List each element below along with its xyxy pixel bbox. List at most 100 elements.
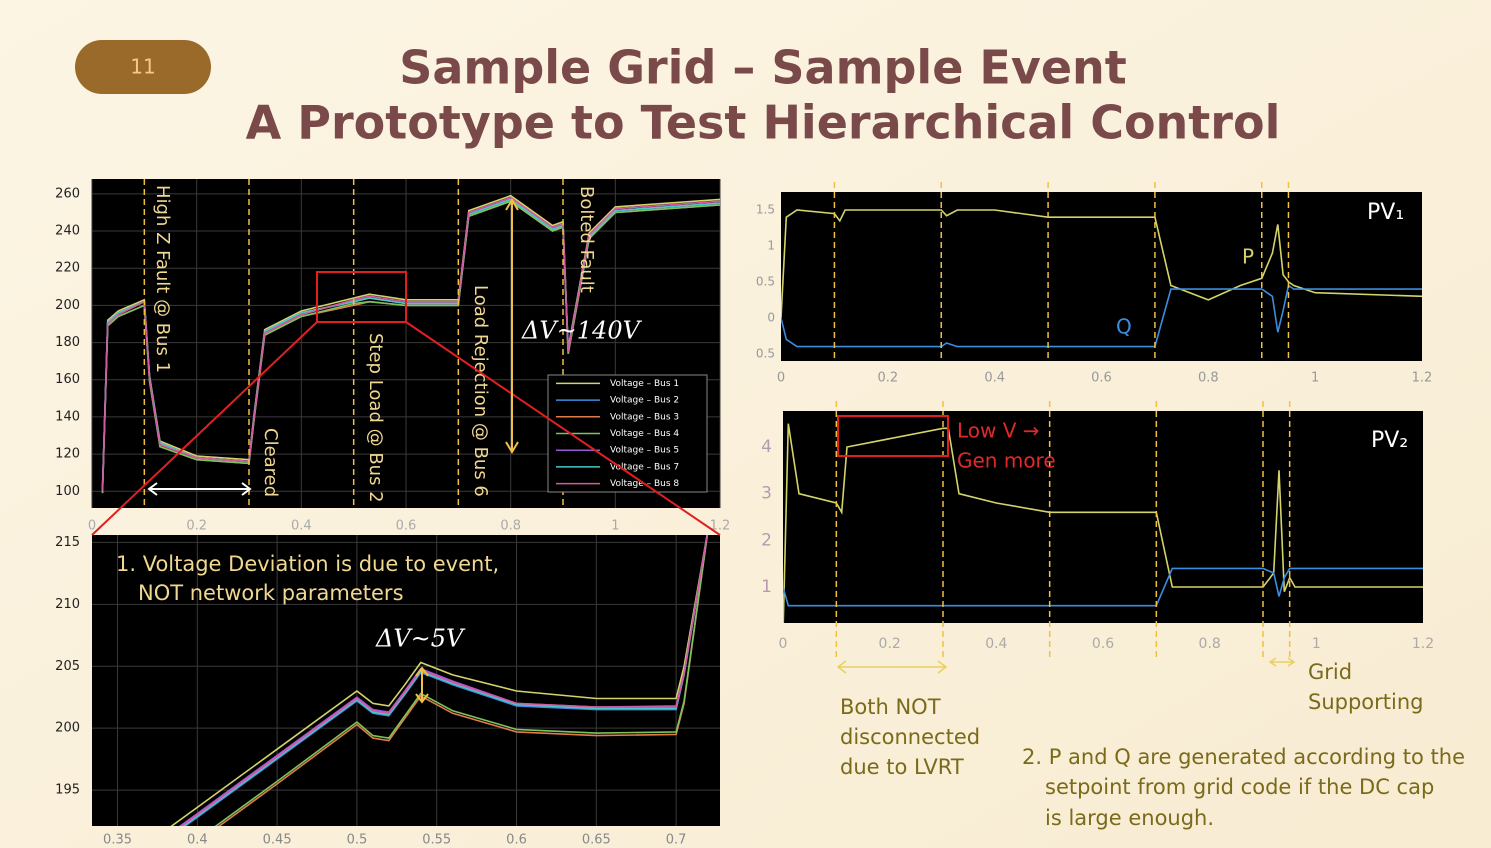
chart-voltage: 100 120 140 160 180 200 220 240 260 0 0.2 0.4 0.6 0.8… bbox=[55, 179, 730, 534]
y-tick-label: 0.5 bbox=[756, 346, 775, 360]
arrow bbox=[836, 660, 948, 674]
chart-pv2: 1 2 3 4 0 0.2 0.4 0.6 0.8 1 1.2 PV₂ Low V → Gen more B… bbox=[761, 401, 1434, 779]
x-tick-label: 0.5 bbox=[347, 833, 368, 848]
x-tick-label: 0.4 bbox=[984, 371, 1005, 386]
annotation: Bolted Fault bbox=[576, 186, 597, 293]
y-tick-label: 0 bbox=[767, 310, 775, 324]
zoom-box bbox=[316, 271, 407, 323]
x-tick-label: 0.6 bbox=[506, 833, 527, 848]
slide-subtitle: A Prototype to Test Hierarchical Control bbox=[246, 96, 1281, 150]
y-tick-label: 3 bbox=[761, 484, 772, 504]
series-line bbox=[180, 535, 708, 826]
y-tick-label: 200 bbox=[55, 721, 80, 736]
annotation: Cleared bbox=[260, 428, 281, 497]
y-tick-label: 180 bbox=[55, 335, 80, 350]
y-tick-label: 0.5 bbox=[756, 274, 775, 288]
series-label: P bbox=[1242, 245, 1254, 269]
x-tick-label: 0.65 bbox=[582, 833, 611, 848]
annotation: Supporting bbox=[1308, 690, 1424, 714]
legend-label: Voltage – Bus 7 bbox=[610, 462, 679, 472]
x-tick-label: 1 bbox=[1312, 636, 1321, 652]
note-line: is large enough. bbox=[1045, 806, 1214, 830]
series-line bbox=[783, 423, 1423, 623]
x-tick-label: 0.6 bbox=[1092, 636, 1114, 652]
plot-area bbox=[92, 535, 720, 826]
arrow bbox=[505, 198, 519, 454]
note-line: setpoint from grid code if the DC cap bbox=[1045, 775, 1434, 799]
arrow bbox=[147, 482, 252, 496]
y-tick-label: 140 bbox=[55, 409, 80, 424]
x-tick-label: 1 bbox=[611, 519, 619, 534]
y-tick-label: 260 bbox=[55, 186, 80, 201]
overlay bbox=[91, 198, 1296, 704]
y-tick-label: 200 bbox=[55, 298, 80, 313]
chart-title: PV₂ bbox=[1371, 428, 1408, 453]
plot-area bbox=[781, 192, 1422, 361]
x-tick-label: 0 bbox=[779, 636, 788, 652]
series-line bbox=[781, 284, 1422, 348]
y-tick-label: 1.5 bbox=[756, 202, 775, 216]
x-tick-label: 0.7 bbox=[666, 833, 687, 848]
x-tick-label: 0.4 bbox=[291, 519, 312, 534]
annotation: 1. Voltage Deviation is due to event, bbox=[116, 552, 499, 576]
x-tick-label: 1.2 bbox=[710, 519, 731, 534]
x-tick-label: 0.4 bbox=[985, 636, 1007, 652]
annotation: Both NOT bbox=[840, 695, 941, 719]
y-tick-label: 240 bbox=[55, 224, 80, 239]
y-tick-label: 215 bbox=[55, 535, 80, 550]
y-tick-label: 210 bbox=[55, 597, 80, 612]
legend-label: Voltage – Bus 3 bbox=[610, 412, 679, 422]
y-tick-label: 100 bbox=[55, 484, 80, 499]
annotation: Step Load @ Bus 2 bbox=[365, 333, 386, 503]
x-tick-label: 0 bbox=[777, 371, 785, 386]
x-tick-label: 0 bbox=[88, 519, 96, 534]
x-tick-label: 0.6 bbox=[396, 519, 417, 534]
plot-area bbox=[783, 411, 1423, 623]
series-group bbox=[783, 423, 1423, 623]
x-tick-label: 1.2 bbox=[1412, 371, 1433, 386]
annotation: ΔV~140V bbox=[521, 317, 643, 345]
x-tick-label: 1 bbox=[1311, 371, 1319, 386]
highlight-box bbox=[837, 415, 949, 457]
series-group bbox=[170, 535, 709, 826]
arrow bbox=[415, 666, 429, 704]
annotation: Load Rejection @ Bus 6 bbox=[470, 285, 491, 497]
x-tick-label: 0.8 bbox=[1198, 371, 1219, 386]
x-tick-label: 0.2 bbox=[877, 371, 898, 386]
y-tick-label: 120 bbox=[55, 447, 80, 462]
series-group bbox=[781, 209, 1422, 348]
x-tick-label: 0.8 bbox=[1199, 636, 1221, 652]
series-line bbox=[170, 535, 708, 826]
annotation: ΔV~5V bbox=[375, 625, 466, 653]
y-tick-label: 160 bbox=[55, 372, 80, 387]
slide-number-badge bbox=[75, 40, 211, 94]
y-tick-label: 1 bbox=[761, 577, 772, 597]
annotation: Gen more bbox=[957, 449, 1056, 473]
annotation: Low V → bbox=[957, 419, 1040, 443]
series-line bbox=[783, 567, 1423, 607]
x-tick-label: 0.6 bbox=[1091, 371, 1112, 386]
annotation: NOT network parameters bbox=[138, 581, 404, 605]
series-line bbox=[218, 535, 709, 826]
y-tick-label: 1 bbox=[767, 238, 775, 252]
x-tick-label: 0.55 bbox=[422, 833, 451, 848]
chart-title: PV₁ bbox=[1367, 200, 1404, 225]
zoom-line bbox=[405, 321, 721, 536]
y-tick-label: 220 bbox=[55, 261, 80, 276]
chart-voltage-zoom: 195 200 205 210 215 0.35 0.4 0.45 0.5 0.55 0.6 0.65… bbox=[55, 535, 720, 848]
annotation: disconnected bbox=[840, 725, 980, 749]
x-tick-label: 1.2 bbox=[1412, 636, 1434, 652]
x-tick-label: 0.8 bbox=[500, 519, 521, 534]
arrow bbox=[1268, 657, 1296, 667]
legend-label: Voltage – Bus 4 bbox=[610, 429, 679, 439]
y-tick-label: 2 bbox=[761, 530, 772, 550]
annotation: High Z Fault @ Bus 1 bbox=[152, 185, 173, 373]
y-tick-label: 195 bbox=[55, 783, 80, 798]
y-tick-label: 205 bbox=[55, 659, 80, 674]
zoom-line bbox=[91, 321, 318, 536]
annotation: Grid bbox=[1308, 660, 1352, 684]
legend-label: Voltage – Bus 1 bbox=[610, 379, 679, 389]
legend-label: Voltage – Bus 2 bbox=[610, 396, 679, 406]
